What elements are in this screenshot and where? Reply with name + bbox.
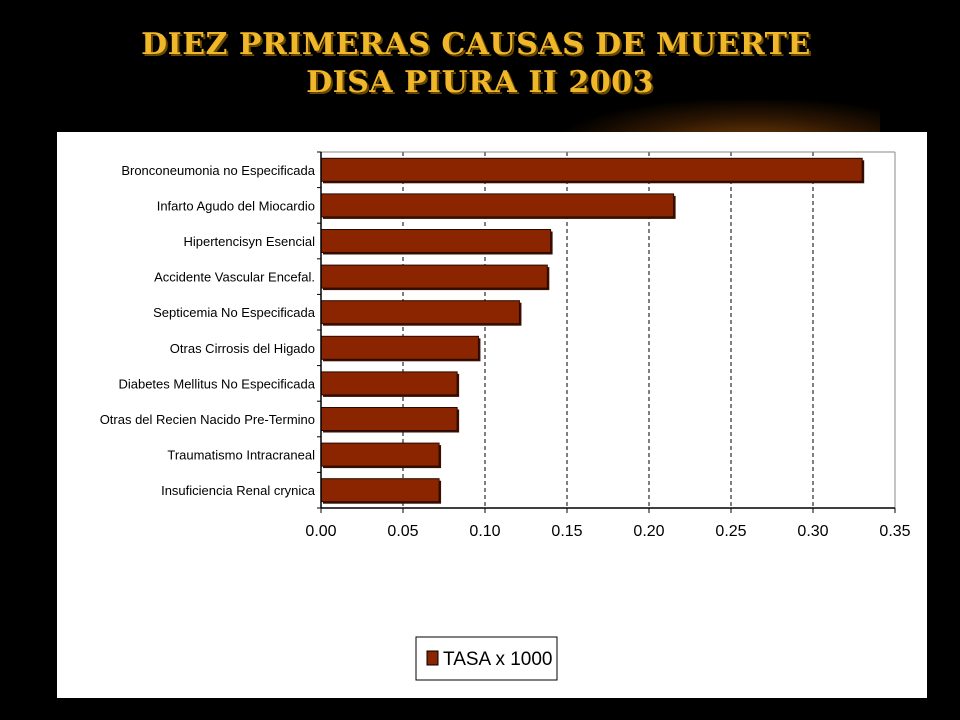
category-label: Septicemia No Especificada [153, 305, 316, 320]
axes-layer [317, 151, 896, 513]
bar [320, 193, 675, 218]
x-tick-label: 0.25 [715, 523, 746, 540]
x-tick-label: 0.05 [387, 523, 418, 540]
bar [320, 478, 440, 503]
labels-layer: Bronconeumonia no Especificada Infarto Ag… [100, 163, 911, 540]
category-label: Insuficiencia Renal crynica [161, 483, 316, 498]
x-tick-label: 0.30 [797, 523, 828, 540]
bar [320, 157, 863, 182]
x-tick-label: 0.20 [633, 523, 664, 540]
category-label: Otras Cirrosis del Higado [170, 341, 315, 356]
bar [320, 300, 520, 325]
bar [320, 442, 440, 467]
legend-swatch [426, 650, 439, 666]
legend-box [415, 636, 558, 681]
slide-title-line2: DISA PIURA II 2003 [306, 65, 654, 100]
legend: TASA x 1000 [415, 636, 558, 681]
category-label: Diabetes Mellitus No Especificada [118, 376, 315, 391]
x-tick-label: 0.15 [551, 523, 582, 540]
bar-chart: Bronconeumonia no Especificada Infarto Ag… [100, 151, 911, 681]
category-label: Accidente Vascular Encefal. [154, 270, 315, 285]
bar [320, 371, 458, 396]
x-tick-label: 0.35 [879, 523, 910, 540]
bar [320, 335, 479, 360]
category-label: Bronconeumonia no Especificada [121, 163, 315, 178]
category-label: Traumatismo Intracraneal [167, 448, 315, 463]
bars-layer [320, 157, 865, 504]
slide-title-line1: DIEZ PRIMERAS CAUSAS DE MUERTE [141, 27, 811, 62]
category-label: Hipertencisyn Esencial [183, 234, 315, 249]
category-label: Infarto Agudo del Miocardio [157, 198, 315, 213]
x-tick-label: 0.10 [469, 523, 500, 540]
chart-panel: Bronconeumonia no Especificada Infarto Ag… [57, 132, 927, 698]
bar [320, 264, 548, 289]
bar [320, 229, 552, 253]
x-tick-label: 0.00 [305, 523, 336, 540]
bar [320, 407, 458, 431]
category-label: Otras del Recien Nacido Pre-Termino [100, 412, 315, 427]
legend-label: TASA x 1000 [443, 649, 553, 670]
